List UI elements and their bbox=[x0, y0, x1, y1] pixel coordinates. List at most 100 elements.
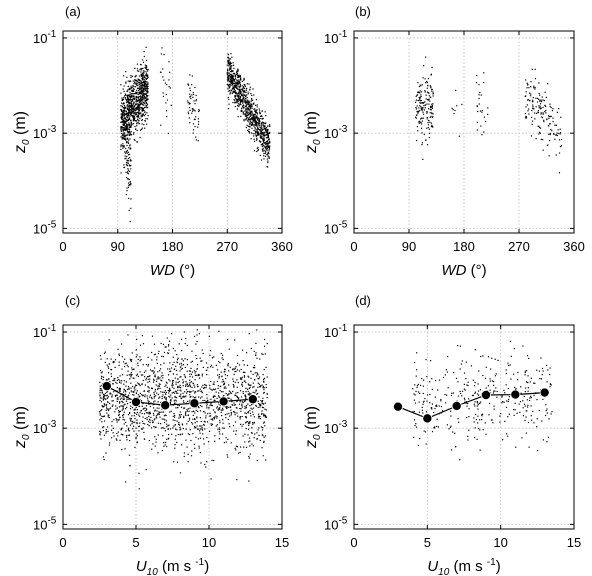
data-point bbox=[144, 67, 146, 69]
data-point bbox=[175, 365, 177, 367]
data-point bbox=[231, 77, 234, 79]
data-point bbox=[212, 388, 215, 390]
data-point bbox=[529, 399, 531, 402]
data-point bbox=[235, 98, 237, 100]
data-point bbox=[463, 397, 466, 399]
data-point bbox=[139, 103, 141, 105]
data-point bbox=[441, 410, 444, 412]
data-point bbox=[153, 393, 155, 396]
data-point bbox=[415, 375, 417, 377]
data-point bbox=[522, 400, 524, 402]
data-point bbox=[201, 425, 203, 427]
data-point bbox=[476, 105, 478, 107]
data-point bbox=[249, 106, 251, 108]
data-point bbox=[179, 386, 182, 389]
data-point bbox=[134, 386, 136, 388]
data-point bbox=[485, 387, 487, 389]
data-point bbox=[199, 432, 201, 434]
data-point bbox=[205, 401, 207, 403]
data-point bbox=[122, 416, 124, 418]
data-point bbox=[248, 108, 250, 111]
data-point bbox=[131, 115, 133, 117]
data-point bbox=[232, 101, 234, 104]
data-point bbox=[123, 90, 125, 93]
data-point bbox=[130, 132, 132, 134]
data-point bbox=[258, 122, 260, 125]
data-point bbox=[450, 449, 453, 451]
data-point bbox=[423, 379, 425, 381]
data-point bbox=[197, 121, 200, 123]
data-point bbox=[430, 122, 433, 124]
data-point bbox=[130, 374, 132, 377]
data-point bbox=[127, 395, 129, 397]
data-point bbox=[130, 183, 132, 185]
data-point bbox=[194, 447, 196, 449]
data-point bbox=[239, 76, 241, 78]
data-point bbox=[99, 411, 101, 413]
data-point bbox=[141, 67, 143, 70]
data-point bbox=[456, 105, 458, 107]
data-point bbox=[237, 89, 239, 91]
data-point bbox=[148, 400, 150, 403]
data-point bbox=[194, 118, 196, 121]
data-point bbox=[261, 406, 264, 408]
mean-marker bbox=[189, 398, 200, 409]
data-point bbox=[204, 463, 206, 466]
data-point bbox=[191, 350, 193, 352]
data-point bbox=[260, 130, 262, 133]
data-point bbox=[122, 398, 124, 401]
data-point bbox=[160, 342, 162, 345]
data-point bbox=[107, 416, 109, 418]
data-point bbox=[527, 108, 530, 110]
data-point bbox=[187, 433, 189, 435]
data-point bbox=[141, 74, 143, 76]
data-point bbox=[216, 397, 218, 399]
data-point bbox=[139, 89, 141, 91]
data-point bbox=[233, 82, 235, 85]
data-point bbox=[189, 93, 191, 95]
data-point bbox=[264, 402, 266, 404]
data-point bbox=[232, 70, 234, 72]
data-point bbox=[126, 425, 128, 427]
data-point bbox=[197, 406, 199, 408]
data-point bbox=[99, 388, 101, 390]
data-point bbox=[123, 146, 125, 148]
data-point bbox=[118, 419, 120, 421]
data-point bbox=[141, 93, 143, 95]
data-point bbox=[141, 420, 144, 423]
data-point bbox=[127, 370, 129, 372]
data-point bbox=[148, 403, 150, 406]
data-point bbox=[232, 390, 234, 393]
data-point bbox=[135, 82, 137, 84]
data-point bbox=[532, 99, 534, 101]
data-point bbox=[225, 417, 227, 419]
data-point bbox=[130, 114, 132, 116]
data-point bbox=[243, 90, 245, 93]
data-point bbox=[121, 112, 123, 114]
data-point bbox=[235, 86, 237, 89]
data-point bbox=[195, 396, 197, 398]
data-point bbox=[464, 401, 466, 403]
data-point bbox=[239, 407, 241, 410]
data-point bbox=[109, 392, 111, 394]
data-point bbox=[260, 159, 263, 161]
data-point bbox=[112, 432, 114, 434]
data-point bbox=[507, 387, 509, 390]
data-point bbox=[165, 93, 167, 96]
data-point bbox=[146, 397, 149, 399]
data-point bbox=[181, 423, 183, 425]
data-point bbox=[263, 388, 265, 391]
data-point bbox=[525, 416, 527, 418]
data-point bbox=[258, 396, 260, 398]
data-point bbox=[178, 386, 181, 388]
data-point bbox=[148, 411, 150, 413]
data-point bbox=[103, 434, 105, 436]
data-point bbox=[416, 114, 418, 116]
data-point bbox=[453, 371, 455, 374]
data-point bbox=[201, 428, 203, 430]
data-point bbox=[265, 127, 268, 129]
data-point bbox=[123, 119, 125, 122]
data-point bbox=[128, 392, 131, 394]
data-point bbox=[241, 403, 243, 405]
data-point bbox=[109, 381, 111, 383]
